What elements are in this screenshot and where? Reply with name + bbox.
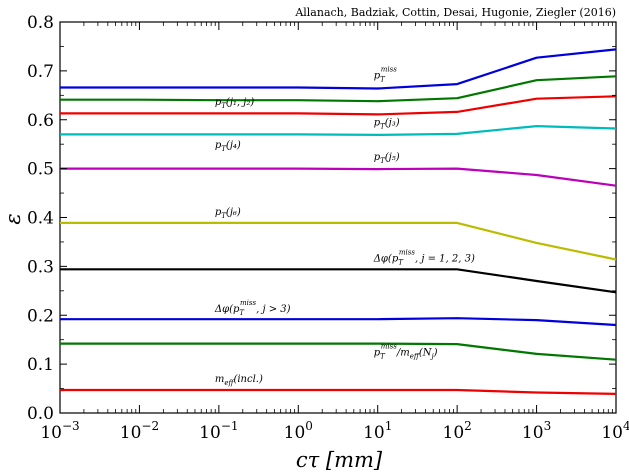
series-labels: pTmiss pT(j₁, j₂) pT(j₃) pT(j₄) pT(j₅) pT(j₆)… xyxy=(214,66,475,388)
series-label-1: pT(j₁, j₂) xyxy=(215,97,255,110)
y-tick-label-0: 0.0 xyxy=(27,404,54,424)
series-line-0 xyxy=(60,48,617,90)
y-tick-label-8: 0.8 xyxy=(27,13,54,33)
x-tick-label-1: 10−2 xyxy=(120,419,159,443)
series-label-9: meff(incl.) xyxy=(215,374,263,387)
y-tick-label-2: 0.2 xyxy=(27,306,54,326)
series-line-5 xyxy=(60,221,617,261)
axes: 0.0 0.1 0.2 0.3 0.4 0.5 0.6 0.7 0.8 10−3 10−2 10−1 1… xyxy=(27,13,629,443)
y-axis-title: ε xyxy=(1,213,25,224)
series-line-1 xyxy=(60,75,617,103)
series-label-7: Δφ(pTmiss, j > 3) xyxy=(214,299,291,317)
series-line-9 xyxy=(60,388,617,395)
series-label-6: Δφ(pTmiss, j = 1, 2, 3) xyxy=(373,248,475,266)
series-label-3: pT(j₄) xyxy=(215,140,241,153)
series-line-7 xyxy=(60,317,617,327)
series-line-3 xyxy=(60,124,617,136)
y-tick-label-6: 0.6 xyxy=(27,111,54,131)
series-line-2 xyxy=(60,95,617,116)
x-tick-label-4: 101 xyxy=(363,419,392,443)
y-tick-label-5: 0.5 xyxy=(27,160,54,180)
x-tick-label-5: 102 xyxy=(443,419,472,443)
x-tick-label-6: 103 xyxy=(522,419,551,443)
series-label-5: pT(j₆) xyxy=(215,207,241,220)
x-tick-label-0: 10−3 xyxy=(40,419,79,443)
series-label-8: pTmiss/meff(Nj) xyxy=(374,342,438,360)
series-label-2: pT(j₃) xyxy=(374,118,400,131)
y-tick-label-7: 0.7 xyxy=(27,62,54,82)
chart-credit: Allanach, Badziak, Cottin, Desai, Hugoni… xyxy=(294,6,616,19)
series-line-8 xyxy=(60,342,617,361)
series-label-0: pTmiss xyxy=(374,66,398,84)
x-tick-label-7: 104 xyxy=(601,419,629,443)
series-lines xyxy=(60,48,617,395)
series-line-4 xyxy=(60,167,617,187)
series-line-6 xyxy=(60,268,617,294)
x-tick-label-2: 10−1 xyxy=(199,419,238,443)
x-axis-title: cτ [mm] xyxy=(296,448,383,472)
x-tick-label-3: 100 xyxy=(284,419,313,443)
y-tick-label-3: 0.3 xyxy=(27,257,54,277)
series-label-4: pT(j₅) xyxy=(374,152,400,165)
y-tick-label-1: 0.1 xyxy=(27,355,54,375)
y-tick-label-4: 0.4 xyxy=(27,209,54,229)
